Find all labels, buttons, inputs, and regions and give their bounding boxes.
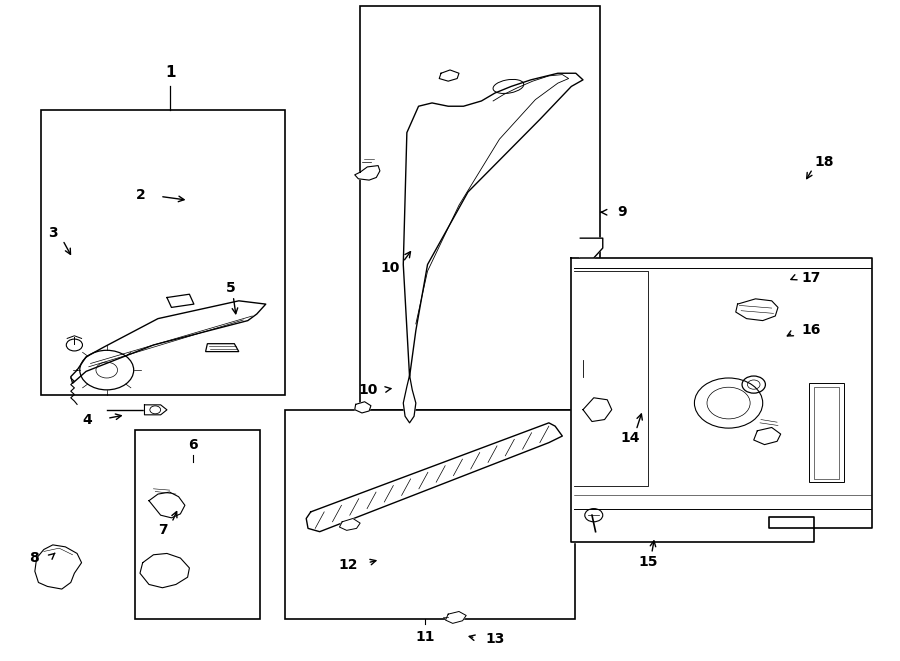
Polygon shape (583, 398, 612, 422)
Text: 17: 17 (802, 271, 821, 285)
Text: 1: 1 (166, 65, 176, 80)
Polygon shape (339, 518, 360, 530)
Polygon shape (446, 611, 466, 623)
Polygon shape (71, 301, 266, 383)
Polygon shape (580, 238, 603, 258)
Polygon shape (355, 402, 371, 413)
Bar (809, 383, 843, 483)
Text: 4: 4 (83, 413, 93, 427)
Bar (40, 110, 285, 395)
Text: 15: 15 (638, 555, 657, 568)
Polygon shape (753, 428, 780, 445)
Text: 6: 6 (189, 438, 198, 451)
Text: 18: 18 (814, 155, 834, 169)
Text: 7: 7 (158, 523, 167, 537)
Text: 12: 12 (338, 557, 358, 572)
Bar (285, 410, 575, 619)
Polygon shape (205, 344, 239, 352)
Polygon shape (306, 423, 562, 531)
Text: 8: 8 (29, 551, 39, 564)
Polygon shape (140, 553, 189, 588)
Text: 3: 3 (48, 226, 58, 240)
Bar (136, 430, 260, 619)
Text: 9: 9 (616, 206, 626, 219)
Text: 10: 10 (381, 261, 400, 275)
Text: 10: 10 (358, 383, 378, 397)
Bar (814, 387, 839, 479)
Polygon shape (736, 299, 778, 321)
Text: 5: 5 (226, 281, 235, 295)
Polygon shape (403, 73, 583, 377)
Bar (360, 6, 599, 410)
Polygon shape (166, 294, 194, 307)
Text: 11: 11 (415, 631, 435, 644)
Text: 2: 2 (136, 188, 146, 202)
Polygon shape (355, 166, 380, 180)
Polygon shape (145, 405, 166, 415)
Polygon shape (572, 258, 872, 541)
Polygon shape (403, 375, 416, 423)
Text: 14: 14 (620, 431, 640, 445)
Polygon shape (35, 545, 82, 589)
Text: 16: 16 (802, 323, 821, 337)
Polygon shape (149, 492, 184, 518)
Text: 13: 13 (485, 633, 505, 646)
Polygon shape (439, 70, 459, 81)
